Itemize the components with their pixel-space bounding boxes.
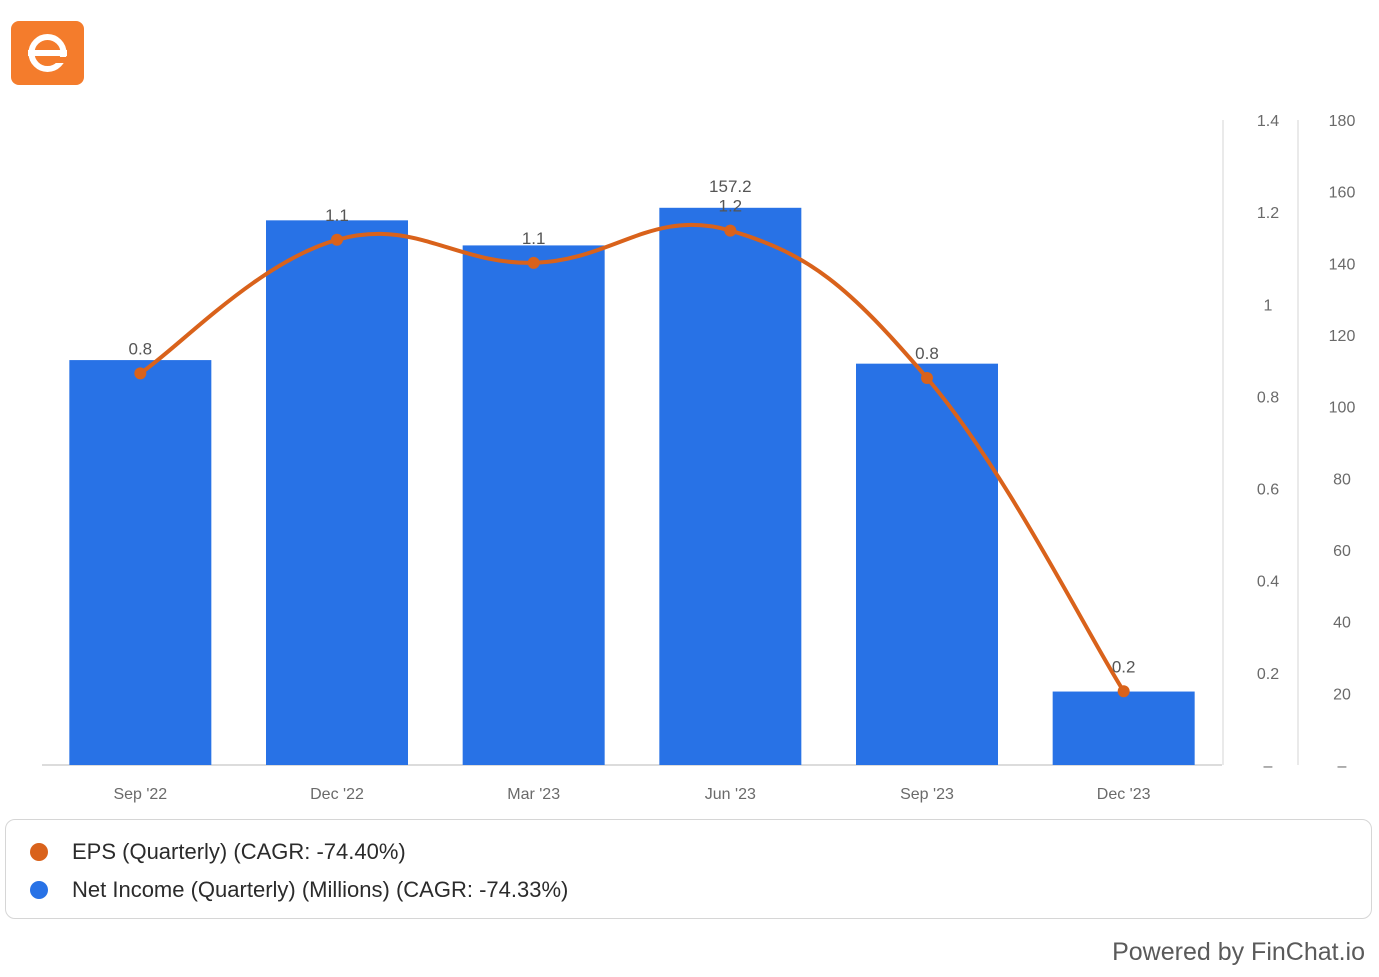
eps-point: [921, 372, 933, 384]
eps-data-label: 0.2: [1112, 657, 1136, 676]
income-axis-tick: 120: [1329, 328, 1356, 345]
net-income-bar: [856, 363, 998, 765]
net-income-bar: [69, 360, 212, 765]
chart-legend: EPS (Quarterly) (CAGR: -74.40%) Net Inco…: [5, 819, 1372, 919]
eps-data-label: 1.1: [325, 206, 349, 225]
income-axis-tick: 160: [1329, 185, 1356, 202]
income-axis-tick: 60: [1333, 543, 1351, 560]
income-axis-tick: 140: [1329, 256, 1356, 273]
x-tick-label: Dec '22: [310, 786, 364, 803]
eps-axis-tick: 1: [1264, 297, 1273, 314]
legend-label-net-income: Net Income (Quarterly) (Millions) (CAGR:…: [72, 877, 569, 902]
eps-axis-tick: 0.2: [1257, 666, 1279, 683]
eps-axis-tick: 0.6: [1257, 482, 1279, 499]
eps-data-label: 1.1: [522, 229, 546, 248]
net-income-bar: [462, 245, 605, 765]
x-tick-label: Sep '23: [900, 786, 954, 803]
eps-point: [724, 224, 737, 237]
eps-data-label: 0.8: [129, 339, 153, 358]
net-income-bar: [1052, 691, 1195, 765]
eps-point: [527, 256, 540, 269]
legend-label-eps: EPS (Quarterly) (CAGR: -74.40%): [72, 839, 406, 864]
eps-data-label: 1.2: [719, 197, 743, 216]
legend-swatch-eps: [30, 843, 48, 861]
x-tick-label: Sep '22: [113, 786, 167, 803]
eps-point: [1117, 685, 1130, 698]
eps-axis-tick: 0.8: [1257, 389, 1279, 406]
combo-chart: 157.2 0.8 1.1 1.1 1.2 0.8 0.2 Sep '22 Dec '22 Mar…: [42, 113, 1356, 803]
finchat-logo-icon: [11, 21, 84, 85]
x-tick-label: Jun '23: [705, 786, 756, 803]
eps-line: [138, 222, 1126, 694]
income-axis-tick: 20: [1333, 686, 1351, 703]
x-tick-label: Mar '23: [507, 786, 560, 803]
eps-axis-tick: 0.4: [1257, 574, 1279, 591]
income-axis-tick: –: [1338, 758, 1347, 775]
income-axis-tick: 100: [1329, 400, 1356, 417]
income-axis-tick: 180: [1329, 113, 1356, 130]
eps-point: [331, 233, 343, 246]
eps-data-label: 0.8: [915, 344, 939, 363]
powered-by-text: Powered by FinChat.io: [1112, 938, 1365, 966]
legend-item-eps[interactable]: EPS (Quarterly) (CAGR: -74.40%): [30, 837, 406, 867]
eps-axis-tick: 1.4: [1257, 113, 1279, 130]
bar-data-label: 157.2: [709, 177, 752, 196]
x-tick-label: Dec '23: [1097, 786, 1151, 803]
net-income-bar: [266, 220, 408, 766]
eps-point: [134, 367, 147, 380]
eps-axis-tick: 1.2: [1257, 205, 1279, 222]
income-axis-tick: 40: [1333, 615, 1351, 632]
income-axis-tick: 80: [1333, 471, 1351, 488]
legend-item-net-income[interactable]: Net Income (Quarterly) (Millions) (CAGR:…: [30, 875, 568, 905]
net-income-bar: [659, 207, 802, 765]
eps-axis-tick: –: [1264, 758, 1273, 775]
legend-swatch-net-income: [30, 881, 48, 899]
